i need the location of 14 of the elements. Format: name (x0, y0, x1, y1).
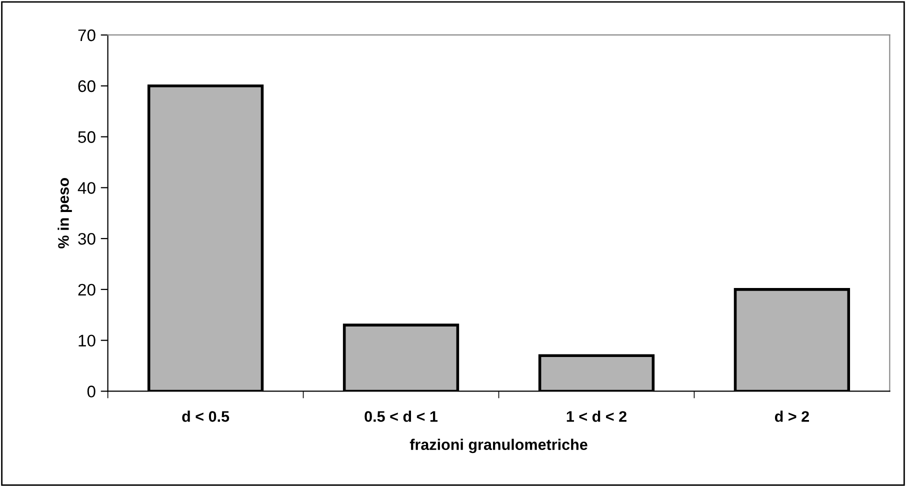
x-tick-label: d > 2 (774, 410, 809, 422)
y-tick-label: 50 (78, 131, 96, 143)
y-tick-label: 0 (87, 386, 96, 398)
x-tick-label: d < 0.5 (182, 410, 230, 422)
y-tick-label: 70 (78, 29, 96, 42)
y-axis-title: % in peso (58, 178, 72, 248)
x-axis-title: frazioni granulometriche (410, 438, 588, 454)
y-tick-label: 20 (78, 284, 96, 296)
y-tick-label: 10 (78, 334, 96, 347)
y-tick-label: 30 (78, 232, 96, 245)
x-tick-label: 0.5 < d < 1 (364, 410, 438, 422)
x-tick-label: 1 < d < 2 (566, 410, 626, 422)
y-tick-label: 60 (78, 80, 96, 92)
y-tick-label: 40 (78, 182, 96, 194)
